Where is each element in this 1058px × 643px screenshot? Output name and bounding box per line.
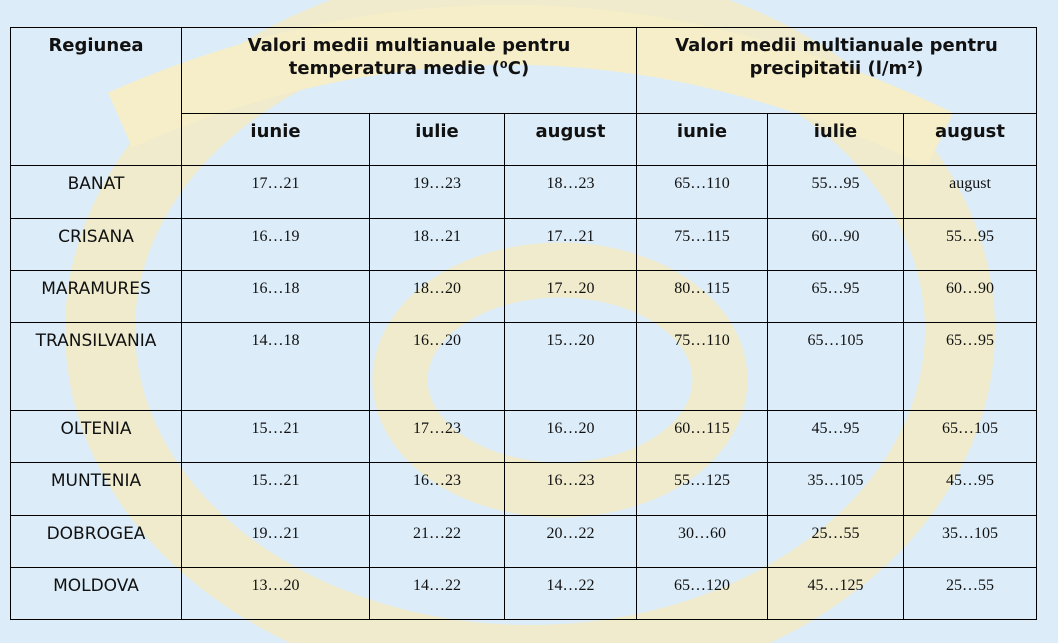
value-cell: 25…55: [767, 515, 904, 568]
value-cell: august: [903, 165, 1037, 219]
value-cell: 14…22: [369, 567, 505, 620]
value-cell: 15…21: [181, 462, 370, 516]
value-cell: 75…110: [636, 322, 768, 411]
value-cell: 35…105: [767, 462, 904, 516]
value-cell: 16…18: [181, 270, 370, 323]
value-cell: 15…21: [181, 410, 370, 463]
month-header: iulie: [767, 113, 904, 166]
value-cell: 55…95: [767, 165, 904, 219]
value-cell: 65…105: [903, 410, 1037, 463]
region-name: TRANSILVANIA: [10, 322, 182, 411]
value-cell: 45…125: [767, 567, 904, 620]
value-cell: 65…120: [636, 567, 768, 620]
value-cell: 16…23: [369, 462, 505, 516]
month-header: iunie: [636, 113, 768, 166]
month-header: august: [903, 113, 1037, 166]
value-cell: 19…21: [181, 515, 370, 568]
value-cell: 60…90: [903, 270, 1037, 323]
value-cell: 20…22: [504, 515, 637, 568]
value-cell: 80…115: [636, 270, 768, 323]
value-cell: 21…22: [369, 515, 505, 568]
value-cell: 75…115: [636, 218, 768, 271]
month-header: iulie: [369, 113, 505, 166]
value-cell: 18…23: [504, 165, 637, 219]
value-cell: 35…105: [903, 515, 1037, 568]
value-cell: 65…95: [903, 322, 1037, 411]
value-cell: 25…55: [903, 567, 1037, 620]
value-cell: 13…20: [181, 567, 370, 620]
region-name: MARAMURES: [10, 270, 182, 323]
value-cell: 16…20: [504, 410, 637, 463]
value-cell: 65…110: [636, 165, 768, 219]
value-cell: 45…95: [903, 462, 1037, 516]
month-header: iunie: [181, 113, 370, 166]
value-cell: 17…20: [504, 270, 637, 323]
region-name: CRISANA: [10, 218, 182, 271]
region-name: MOLDOVA: [10, 567, 182, 620]
month-header: august: [504, 113, 637, 166]
temperature-header: Valori medii multianuale pentru temperat…: [181, 27, 637, 114]
precipitation-header: Valori medii multianuale pentru precipit…: [636, 27, 1037, 114]
value-cell: 17…23: [369, 410, 505, 463]
region-name: BANAT: [10, 165, 182, 219]
value-cell: 16…23: [504, 462, 637, 516]
region-name: MUNTENIA: [10, 462, 182, 516]
value-cell: 16…20: [369, 322, 505, 411]
value-cell: 18…21: [369, 218, 505, 271]
value-cell: 17…21: [181, 165, 370, 219]
value-cell: 60…90: [767, 218, 904, 271]
value-cell: 30…60: [636, 515, 768, 568]
value-cell: 65…105: [767, 322, 904, 411]
value-cell: 16…19: [181, 218, 370, 271]
value-cell: 65…95: [767, 270, 904, 323]
value-cell: 19…23: [369, 165, 505, 219]
value-cell: 18…20: [369, 270, 505, 323]
value-cell: 60…115: [636, 410, 768, 463]
value-cell: 17…21: [504, 218, 637, 271]
region-name: DOBROGEA: [10, 515, 182, 568]
region-header: Regiunea: [10, 27, 182, 166]
region-name: OLTENIA: [10, 410, 182, 463]
value-cell: 55…125: [636, 462, 768, 516]
value-cell: 45…95: [767, 410, 904, 463]
value-cell: 15…20: [504, 322, 637, 411]
value-cell: 55…95: [903, 218, 1037, 271]
value-cell: 14…18: [181, 322, 370, 411]
value-cell: 14…22: [504, 567, 637, 620]
